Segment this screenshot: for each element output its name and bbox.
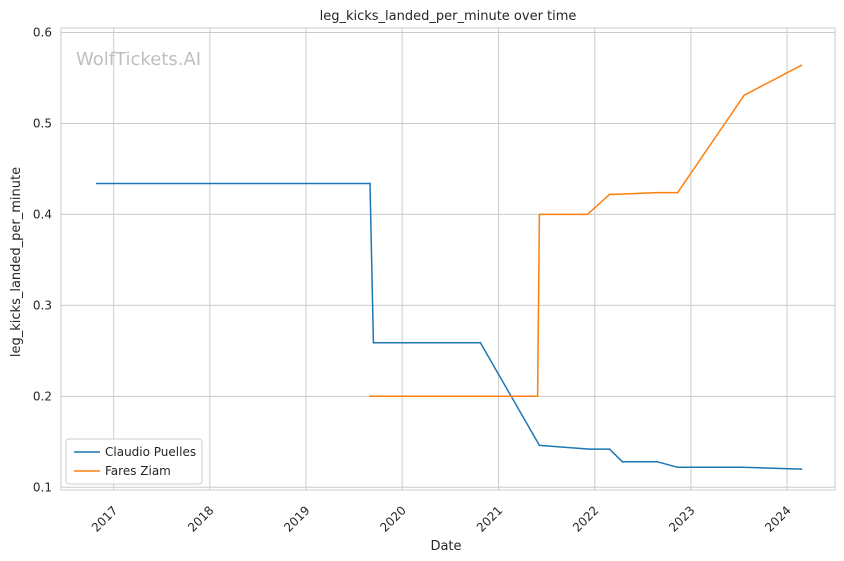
chart-title: leg_kicks_landed_per_minute over time (320, 9, 577, 24)
x-tick-label: 2024 (762, 503, 793, 534)
x-tick-label: 2017 (89, 503, 120, 534)
data-point-claudio-puelles (588, 448, 591, 450)
data-point-claudio-puelles (656, 460, 659, 463)
y-axis-label: leg_kicks_landed_per_minute (9, 167, 24, 357)
legend: Claudio Puelles Fares Ziam (65, 438, 203, 485)
x-tick-label: 2018 (185, 503, 216, 534)
watermark: WolfTickets.AI (76, 49, 201, 70)
y-tick-label: 0.2 (33, 389, 52, 403)
x-axis-ticks: 2017 2018 2019 2020 2021 2022 2023 2024 (89, 503, 794, 534)
data-point-fares-ziam (608, 193, 611, 196)
y-tick-label: 0.5 (33, 116, 52, 130)
series-line-claudio-puelles (96, 182, 802, 470)
legend-label-claudio-puelles: Claudio Puelles (105, 445, 196, 459)
data-point-fares-ziam (800, 64, 803, 67)
data-point-fares-ziam (586, 213, 589, 216)
data-point-claudio-puelles (621, 460, 624, 463)
data-point-fares-ziam (743, 94, 745, 97)
y-tick-label: 0.3 (33, 298, 52, 312)
plot-area (60, 27, 836, 491)
data-point-claudio-puelles (479, 341, 482, 344)
data-point-claudio-puelles (741, 466, 744, 469)
legend-label-fares-ziam: Fares Ziam (105, 464, 171, 478)
y-tick-label: 0.6 (33, 26, 52, 40)
series-line-fares-ziam (370, 64, 802, 398)
y-tick-label: 0.4 (33, 207, 52, 221)
grid-lines (61, 28, 835, 490)
data-point-claudio-puelles (608, 448, 611, 450)
data-point-claudio-puelles (800, 468, 803, 470)
x-tick-label: 2023 (666, 503, 697, 534)
data-point-fares-ziam (656, 191, 659, 194)
x-tick-label: 2019 (281, 503, 312, 534)
data-point-fares-ziam (676, 191, 679, 194)
x-tick-label: 2022 (570, 503, 601, 534)
x-tick-label: 2020 (377, 503, 408, 534)
legend-box (65, 438, 203, 485)
data-point-claudio-puelles (95, 182, 98, 185)
data-point-fares-ziam (369, 395, 371, 398)
data-point-claudio-puelles (676, 466, 679, 469)
y-axis-ticks: 0.1 0.2 0.3 0.4 0.5 0.6 (33, 26, 52, 495)
x-axis-label: Date (430, 539, 461, 554)
data-point-fares-ziam (612, 193, 615, 196)
data-point-fares-ziam (536, 395, 539, 398)
data-point-fares-ziam (538, 213, 541, 216)
data-point-claudio-puelles (369, 182, 371, 185)
y-tick-label: 0.1 (33, 480, 52, 494)
data-point-claudio-puelles (538, 444, 541, 447)
series-layer (95, 64, 803, 470)
data-point-claudio-puelles (372, 341, 375, 344)
x-tick-label: 2021 (474, 503, 505, 534)
